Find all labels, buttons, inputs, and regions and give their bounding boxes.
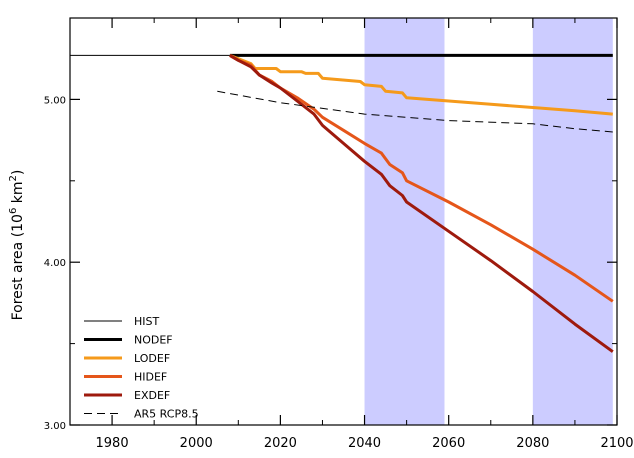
y-axis-title: Forest area (106 km2)	[8, 170, 26, 321]
x-tick-label: 2000	[180, 436, 213, 451]
y-tick-label: 4.00	[44, 258, 66, 269]
x-tick-label: 2080	[516, 436, 549, 451]
shaded-periods	[364, 18, 613, 425]
y-axis: 3.00 4.00 5.00	[44, 17, 617, 432]
series-lines	[70, 53, 614, 353]
legend-label: HIST	[134, 315, 159, 328]
x-tick-label: 2100	[600, 436, 633, 451]
legend-label: LODEF	[134, 352, 170, 365]
y-tick-label: 5.00	[44, 95, 66, 106]
x-tick-label: 1980	[96, 436, 129, 451]
legend-label: NODEF	[134, 334, 173, 347]
legend-label: EXDEF	[134, 389, 170, 402]
x-tick-label: 2060	[432, 436, 465, 451]
legend: HIST NODEF LODEF HIDEF EXDEF AR5 RCP8.5	[84, 315, 199, 421]
shaded-period-1	[532, 18, 613, 425]
legend-label: AR5 RCP8.5	[134, 408, 199, 421]
plot-frame	[69, 17, 618, 426]
legend-label: HIDEF	[134, 371, 167, 384]
series-lodef	[229, 54, 613, 116]
x-axis: 1980 2000 2020 2040 2060 2080 2100	[69, 18, 634, 451]
x-tick-label: 2040	[348, 436, 381, 451]
x-tick-label: 2020	[264, 436, 297, 451]
y-tick-label: 3.00	[44, 421, 66, 432]
series-exdef	[229, 54, 614, 353]
